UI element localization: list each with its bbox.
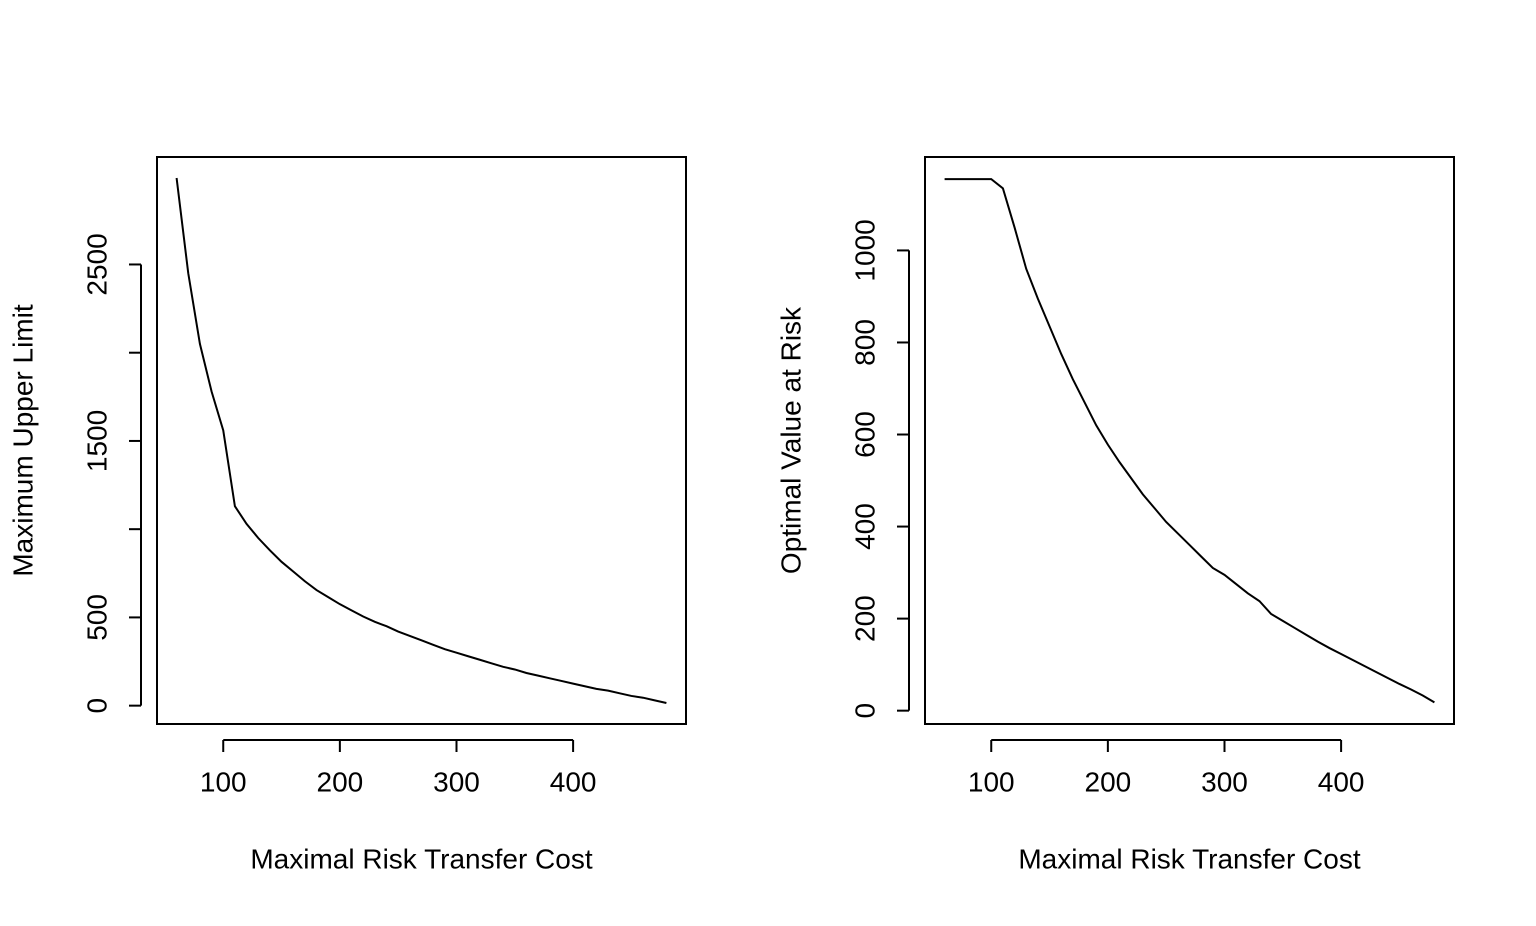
y-tick-label: 0: [849, 703, 880, 719]
y-tick-label: 2500: [81, 233, 112, 295]
y-axis-title: Optimal Value at Risk: [775, 306, 806, 574]
y-tick-label: 200: [849, 595, 880, 642]
x-axis-title: Maximal Risk Transfer Cost: [250, 843, 593, 874]
y-axis-title: Maximum Upper Limit: [7, 304, 38, 576]
x-axis-title: Maximal Risk Transfer Cost: [1018, 843, 1361, 874]
x-tick-label: 100: [968, 766, 1015, 797]
plot-box: [156, 156, 687, 725]
x-tick-label: 400: [1318, 766, 1365, 797]
y-tick-label: 600: [849, 411, 880, 458]
x-tick-label: 400: [550, 766, 597, 797]
x-tick-label: 200: [317, 766, 364, 797]
x-tick-label: 300: [433, 766, 480, 797]
x-tick-label: 100: [200, 766, 247, 797]
plot-box: [924, 156, 1455, 725]
y-tick-label: 400: [849, 503, 880, 550]
data-line: [175, 177, 667, 704]
y-tick-label: 800: [849, 319, 880, 366]
y-tick-label: 0: [81, 698, 112, 714]
x-tick-label: 200: [1085, 766, 1132, 797]
y-tick-label: 500: [81, 594, 112, 641]
data-line: [944, 178, 1435, 704]
y-tick-label: 1000: [849, 219, 880, 281]
x-tick-label: 300: [1201, 766, 1248, 797]
y-tick-label: 1500: [81, 410, 112, 472]
